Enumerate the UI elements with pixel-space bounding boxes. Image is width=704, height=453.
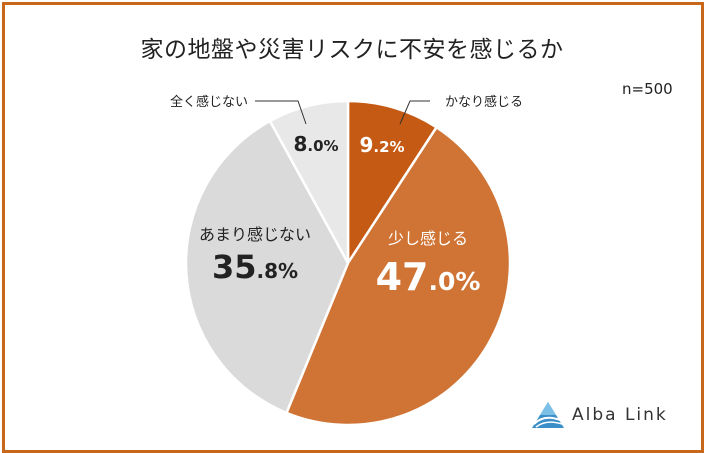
slice-category-label: あまり感じない [199,225,311,244]
slice-value-label: 9.2% [359,133,404,157]
pie-slice [346,99,439,268]
slice-value-label: 47.0% [376,255,481,299]
brand-name: Alba Link [572,405,668,425]
leader-line [399,100,430,125]
slice-category-label: かなり感じる [445,94,523,110]
slice-value-label: 35.8% [212,248,298,286]
pie-slice [268,99,350,264]
leader-line [255,100,307,125]
slice-value-label: 8.0% [293,132,338,156]
brand-logo-icon [532,402,564,428]
chart-title: 家の地盤や災害リスクに不安を感じるか [140,37,564,63]
pie-slice [184,119,350,415]
brand-logo: Alba Link [530,398,668,432]
sample-size-label: n=500 [622,80,673,98]
slice-category-label: 全く感じない [170,94,248,110]
slice-category-label: 少し感じる [388,229,468,248]
pie-slice [284,125,512,427]
